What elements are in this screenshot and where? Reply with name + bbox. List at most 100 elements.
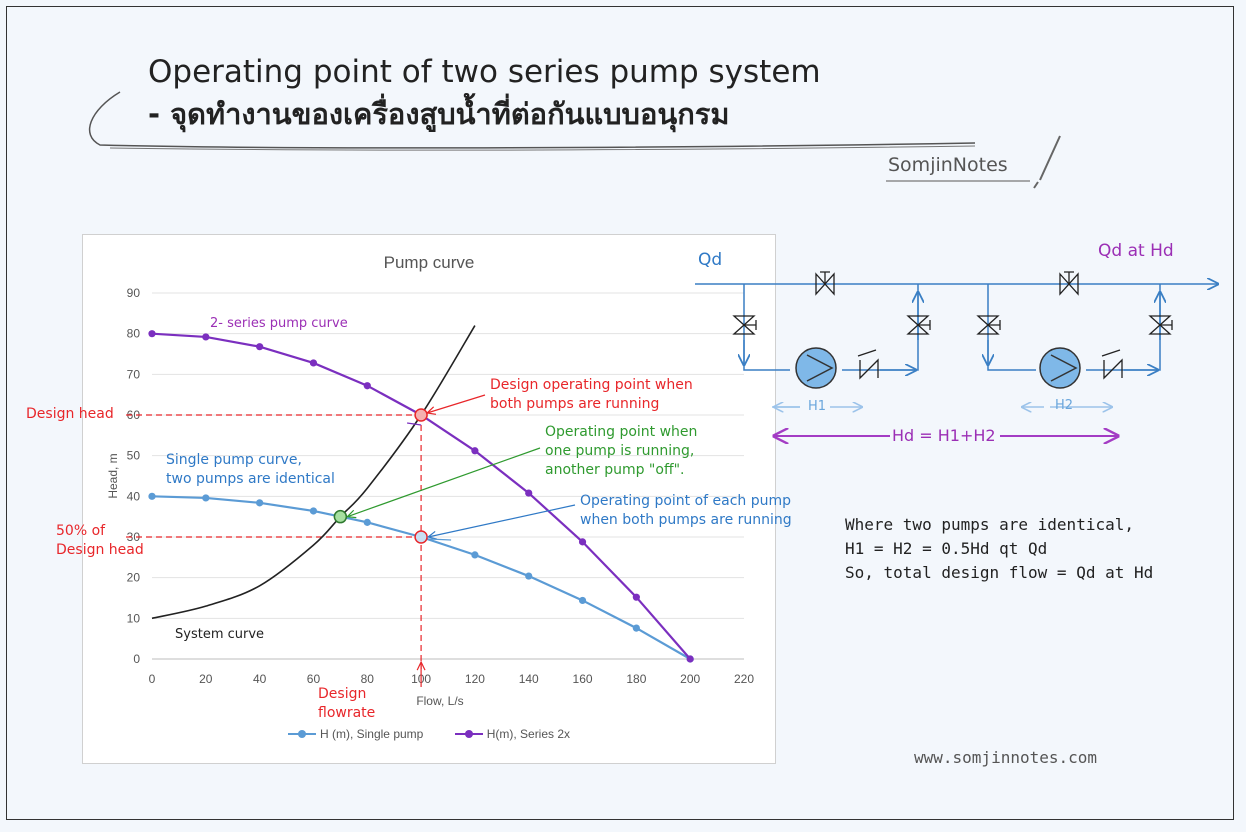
design-point-tick <box>407 422 422 426</box>
diagram-label-hd: Hd = H1+H2 <box>892 426 996 445</box>
annotation-arrows <box>346 394 576 687</box>
check-valve-1 <box>857 349 879 380</box>
diagram-label-h1: H1 <box>808 399 827 414</box>
chart-title: Pump curve <box>383 253 475 272</box>
valve-pump1-in <box>732 315 756 335</box>
x-tick-label: 0 <box>149 672 156 686</box>
x-tick-label: 120 <box>465 672 485 686</box>
notes-line-3: So, total design flow = Qd at Hd <box>845 563 1154 582</box>
arrow-design-op-head <box>425 406 437 415</box>
series-point-1 <box>363 382 371 390</box>
pump1-outlet-pipe <box>842 284 919 371</box>
series-point-1 <box>525 489 533 497</box>
valve-main-1 <box>815 272 835 296</box>
pump1-inlet-pipe <box>743 284 790 371</box>
series-point-0 <box>471 551 479 559</box>
notes-block: Where two pumps are identical, H1 = H2 =… <box>845 513 1153 585</box>
chart-legend: H (m), Single pump H(m), Series 2x <box>83 727 775 742</box>
each-pump-operating-point <box>414 530 428 544</box>
pump-1 <box>795 347 837 389</box>
x-tick-label: 160 <box>573 672 593 686</box>
pump-2 <box>1039 347 1081 389</box>
annotation-one-pump-2: one pump is running, <box>545 443 695 459</box>
notes-line-2: H1 = H2 = 0.5Hd qt Qd <box>845 539 1048 558</box>
y-tick-label: 0 <box>133 652 140 666</box>
page-title: Operating point of two series pump syste… <box>148 54 821 90</box>
x-axis-label: Flow, L/s <box>416 694 463 708</box>
annotation-series-curve: 2- series pump curve <box>210 316 348 331</box>
notes-line-1: Where two pumps are identical, <box>845 515 1134 534</box>
y-tick-label: 30 <box>127 530 141 544</box>
series-point-1 <box>578 538 587 546</box>
operating-point-markers <box>333 408 428 544</box>
legend-item-series: H(m), Series 2x <box>454 727 571 741</box>
series-point-1 <box>256 343 264 351</box>
website-url[interactable]: www.somjinnotes.com <box>914 748 1098 767</box>
y-tick-label: 70 <box>127 367 141 381</box>
annotation-design-op-2: both pumps are running <box>490 396 660 412</box>
x-tick-label: 200 <box>680 672 700 686</box>
arrow-one-pump-head <box>346 509 357 519</box>
legend-label-series: H(m), Series 2x <box>486 727 571 741</box>
annotation-single-curve-2: two pumps are identical <box>166 471 335 487</box>
series-point-0 <box>309 507 318 515</box>
series-point-0 <box>148 492 156 500</box>
arrow-design-op <box>426 394 486 414</box>
annotation-one-pump-1: Operating point when <box>545 424 698 440</box>
single-pump-operating-point <box>333 509 348 524</box>
diagram-label-h2: H2 <box>1055 398 1074 413</box>
x-tick-label: 20 <box>199 672 213 686</box>
x-tick-label: 80 <box>361 672 375 686</box>
y-tick-label: 10 <box>127 611 141 625</box>
legend-item-single: H (m), Single pump <box>287 727 424 741</box>
brand-logo: SomjinNotes <box>888 154 1008 176</box>
y-tick-label: 40 <box>127 489 141 503</box>
series-point-1 <box>202 333 210 341</box>
x-tick-label: 40 <box>253 672 267 686</box>
y-tick-label: 60 <box>127 408 141 422</box>
valve-pump1-out <box>906 315 930 335</box>
annotation-design-head: Design head <box>26 406 114 422</box>
series-point-0 <box>202 494 210 502</box>
arrow-each-pump-head <box>426 530 437 540</box>
pump2-outlet-pipe <box>1086 284 1161 371</box>
y-tick-label: 90 <box>127 286 141 300</box>
gate-valves <box>732 271 1173 380</box>
valve-pump2-out <box>1148 315 1172 335</box>
chart-panel: Pump curve H (m), Single pump H(m), Seri… <box>82 234 776 764</box>
valve-pump2-in <box>976 315 1000 335</box>
design-guide-lines <box>126 414 422 669</box>
page-frame <box>6 6 1234 820</box>
legend-swatch-single <box>287 729 316 739</box>
legend-swatch-series <box>454 729 483 739</box>
x-tick-label: 220 <box>734 672 754 686</box>
x-tick-label: 60 <box>307 672 321 686</box>
annotation-half-head-1: 50% of <box>56 523 106 539</box>
series-point-1 <box>148 330 156 338</box>
arrow-one-pump <box>347 447 541 518</box>
y-tick-label: 20 <box>127 571 141 585</box>
page-subtitle: - จุดทำงานของเครื่องสูบน้ำที่ต่อกันแบบอน… <box>148 97 730 131</box>
series-point-1 <box>686 655 694 663</box>
valve-main-2 <box>1059 272 1079 296</box>
chart-grid <box>152 292 744 660</box>
annotation-design-flow-2: flowrate <box>318 705 376 721</box>
y-tick-label: 50 <box>127 449 141 463</box>
series-point-1 <box>471 447 479 455</box>
series-point-0 <box>256 499 264 507</box>
annotation-each-pump-2: when both pumps are running <box>580 512 792 528</box>
series-point-0 <box>578 596 587 605</box>
series-point-0 <box>632 624 640 632</box>
arrow-design-flow-head <box>416 660 426 671</box>
series-point-1 <box>632 593 640 601</box>
legend-label-single: H (m), Single pump <box>319 727 424 741</box>
annotation-each-pump-1: Operating point of each pump <box>580 493 792 509</box>
y-tick-label: 80 <box>127 327 141 341</box>
annotation-half-head-2: Design head <box>56 542 144 558</box>
arrow-each-pump <box>427 504 576 538</box>
y-axis-label: Head, m <box>106 453 120 498</box>
